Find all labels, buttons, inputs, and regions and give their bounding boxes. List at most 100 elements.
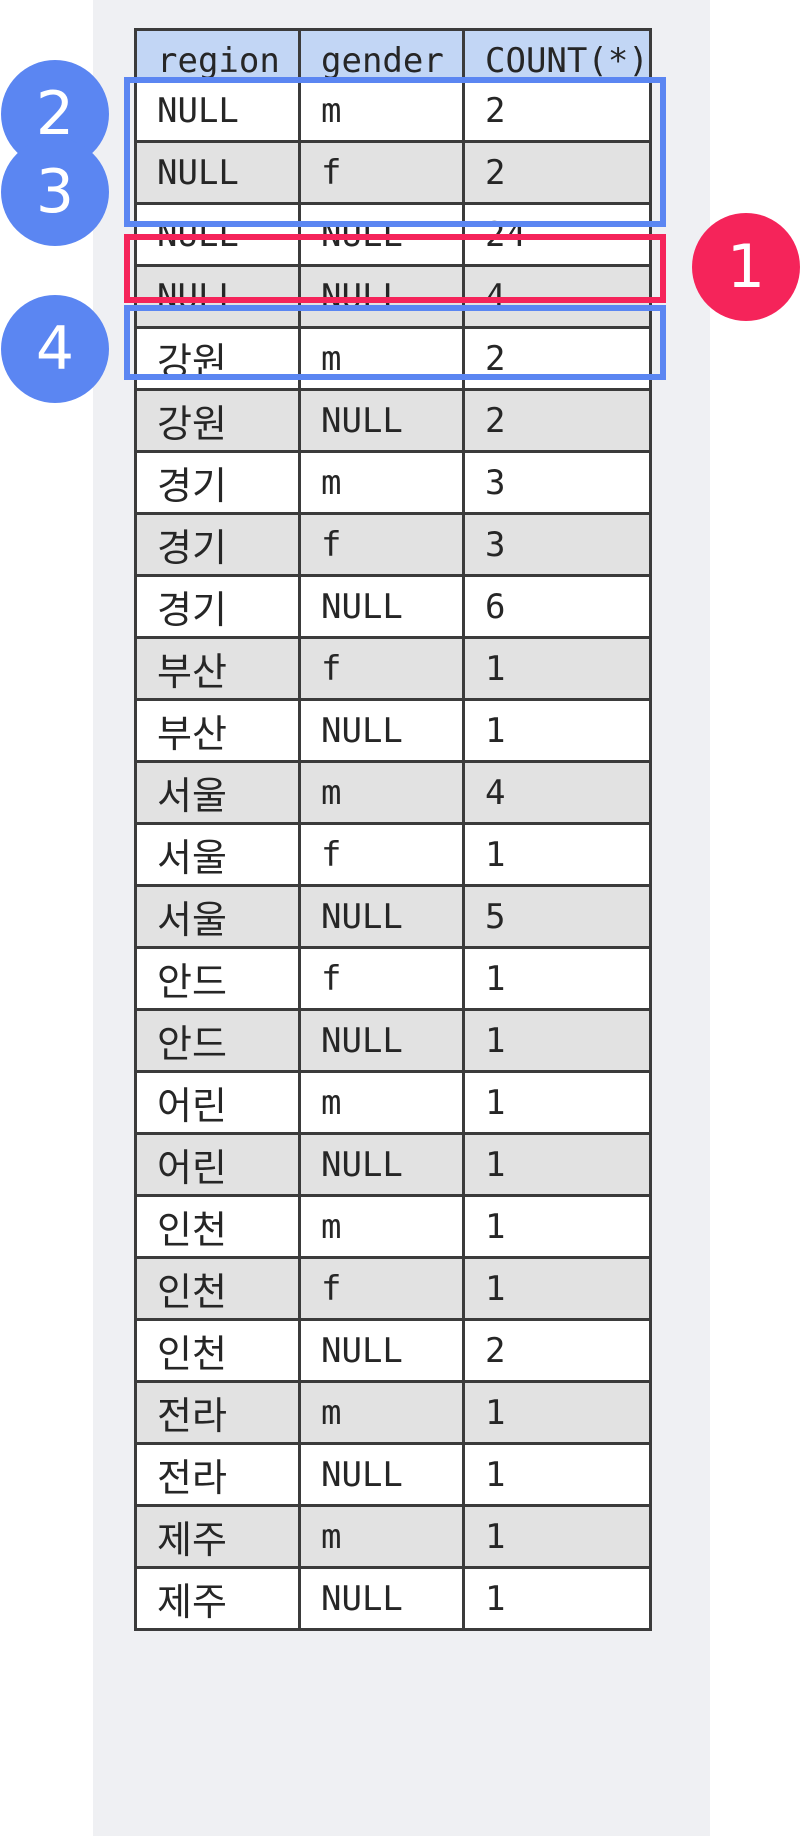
count-cell: 1 [462,822,652,887]
table-row: 제주 m 1 [134,1504,652,1569]
table-row: NULL m 2 [134,78,652,143]
gender-cell: NULL [298,388,465,453]
gender-cell: NULL [298,884,465,949]
table-row: 경기 m 3 [134,450,652,515]
region-cell: NULL [134,140,301,205]
table-row: 서울 NULL 5 [134,884,652,949]
table-row: 전라 m 1 [134,1380,652,1445]
marker-4: 4 [1,295,109,403]
gender-cell: NULL [298,1008,465,1073]
region-cell: 인천 [134,1318,301,1383]
gender-cell: NULL [298,1132,465,1197]
table-body: NULL m 2 NULL f 2 NULL NULL 24 NULL NULL 4 강원 m 2 강원 NUL… [134,78,652,1631]
region-cell: 전라 [134,1442,301,1507]
gender-cell: f [298,822,465,887]
table-row: 안드 f 1 [134,946,652,1011]
count-cell: 1 [462,1504,652,1569]
region-cell: 강원 [134,388,301,453]
region-cell: 경기 [134,512,301,577]
count-cell: 1 [462,1132,652,1197]
gender-cell: NULL [298,1442,465,1507]
table-row: NULL f 2 [134,140,652,205]
region-cell: 제주 [134,1504,301,1569]
table-row: 부산 NULL 1 [134,698,652,763]
gender-cell: NULL [298,574,465,639]
count-cell: 1 [462,1256,652,1321]
count-cell: 1 [462,1070,652,1135]
table-row: 전라 NULL 1 [134,1442,652,1507]
gender-cell: f [298,140,465,205]
region-cell: 서울 [134,822,301,887]
gender-cell: f [298,1256,465,1321]
table-row: 부산 f 1 [134,636,652,701]
count-cell: 2 [462,388,652,453]
gender-cell: NULL [298,1318,465,1383]
column-header-count: COUNT(*) [462,28,652,81]
gender-cell: m [298,1504,465,1569]
table-row: 제주 NULL 1 [134,1566,652,1631]
table-row: 안드 NULL 1 [134,1008,652,1073]
region-cell: 경기 [134,450,301,515]
region-cell: 서울 [134,760,301,825]
gender-cell: NULL [298,1566,465,1631]
column-header-gender: gender [298,28,465,81]
count-cell: 1 [462,946,652,1011]
region-cell: 경기 [134,574,301,639]
count-cell: 2 [462,78,652,143]
table-row: 서울 m 4 [134,760,652,825]
gender-cell: f [298,512,465,577]
count-cell: 2 [462,1318,652,1383]
highlight-box-row-1 [124,234,666,303]
table-row: 어린 NULL 1 [134,1132,652,1197]
count-cell: 3 [462,512,652,577]
region-cell: 안드 [134,1008,301,1073]
region-cell: 서울 [134,884,301,949]
table-row: 경기 f 3 [134,512,652,577]
region-cell: 어린 [134,1132,301,1197]
table-row: 강원 NULL 2 [134,388,652,453]
table-row: 경기 NULL 6 [134,574,652,639]
query-result-table: region gender COUNT(*) NULL m 2 NULL f 2 NULL N… [134,28,652,1631]
table-row: 인천 m 1 [134,1194,652,1259]
region-cell: NULL [134,78,301,143]
region-cell: 부산 [134,698,301,763]
region-cell: 인천 [134,1256,301,1321]
count-cell: 2 [462,140,652,205]
highlight-box-row-4 [124,305,666,380]
count-cell: 4 [462,760,652,825]
gender-cell: f [298,946,465,1011]
highlight-box-rows-2-3 [124,77,666,227]
gender-cell: m [298,1070,465,1135]
region-cell: 부산 [134,636,301,701]
table-row: 서울 f 1 [134,822,652,887]
gender-cell: m [298,78,465,143]
gender-cell: m [298,1194,465,1259]
region-cell: 전라 [134,1380,301,1445]
count-cell: 1 [462,1566,652,1631]
region-cell: 어린 [134,1070,301,1135]
marker-3: 3 [1,138,109,246]
count-cell: 6 [462,574,652,639]
count-cell: 2 [462,326,652,391]
count-cell: 1 [462,698,652,763]
table-row: NULL NULL 4 [134,264,652,329]
count-cell: 1 [462,1008,652,1073]
count-cell: 1 [462,636,652,701]
gender-cell: m [298,1380,465,1445]
count-cell: 1 [462,1380,652,1445]
table-row: 인천 NULL 2 [134,1318,652,1383]
table-row: 인천 f 1 [134,1256,652,1321]
region-cell: 안드 [134,946,301,1011]
table-row: 어린 m 1 [134,1070,652,1135]
column-header-region: region [134,28,301,81]
gender-cell: NULL [298,698,465,763]
marker-2: 2 [1,60,109,168]
count-cell: 4 [462,264,652,329]
gender-cell: m [298,760,465,825]
count-cell: 5 [462,884,652,949]
gender-cell: m [298,450,465,515]
table-header-row: region gender COUNT(*) [134,28,652,81]
gender-cell: f [298,636,465,701]
count-cell: 1 [462,1194,652,1259]
